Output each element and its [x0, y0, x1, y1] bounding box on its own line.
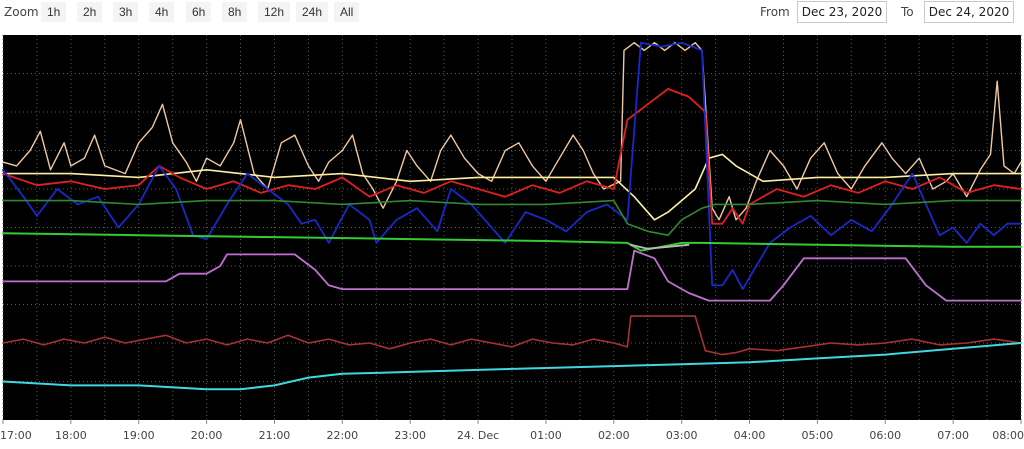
x-tick-label: 24. Dec	[457, 429, 499, 442]
zoom-24h-button[interactable]: 24h	[296, 2, 329, 22]
x-tick-label: 03:00	[666, 429, 698, 442]
x-tick-label: 05:00	[802, 429, 834, 442]
x-tick-label: 04:00	[734, 429, 766, 442]
series-line-6[interactable]	[629, 243, 690, 250]
zoom-label: Zoom	[4, 5, 39, 19]
x-axis: 17:00 18:00 19:00 20:00 21:00 22:00 23:00 24. D…	[0, 420, 1024, 442]
x-tick-label: 01:00	[530, 429, 562, 442]
zoom-all-button[interactable]: All	[334, 2, 360, 22]
zoom-1h-button[interactable]: 1h	[41, 2, 67, 22]
zoom-12h-button[interactable]: 12h	[258, 2, 291, 22]
x-tick-label: 19:00	[123, 429, 155, 442]
series-group	[2, 41, 1022, 391]
zoom-8h-button[interactable]: 8h	[222, 2, 248, 22]
zoom-3h-button[interactable]: 3h	[113, 2, 139, 22]
x-tick-label: 17:00	[0, 429, 32, 442]
zoom-6h-button[interactable]: 6h	[186, 2, 212, 22]
from-date-input[interactable]	[797, 1, 887, 23]
x-tick-label: 21:00	[259, 429, 291, 442]
x-tick-label: 22:00	[326, 429, 358, 442]
x-tick-label: 18:00	[55, 429, 87, 442]
x-tick-label: 23:00	[394, 429, 426, 442]
chart-toolbar: Zoom 1h 2h 3h 4h 6h 8h 12h 24h All From …	[0, 0, 1024, 30]
series-line-3[interactable]	[2, 41, 1022, 291]
series-line-2[interactable]	[2, 88, 1022, 225]
series-line-5[interactable]	[2, 232, 1022, 252]
x-tick-label: 02:00	[598, 429, 630, 442]
series-line-4[interactable]	[2, 199, 1022, 236]
series-line-9[interactable]	[2, 342, 1022, 391]
series-line-8[interactable]	[2, 315, 1022, 356]
x-tick-label: 07:00	[937, 429, 969, 442]
grid	[2, 35, 1022, 420]
zoom-4h-button[interactable]: 4h	[149, 2, 175, 22]
x-tick-label: 20:00	[191, 429, 223, 442]
series-line-1[interactable]	[2, 153, 1022, 221]
zoom-2h-button[interactable]: 2h	[77, 2, 103, 22]
from-label: From	[760, 5, 790, 19]
to-date-input[interactable]	[924, 1, 1014, 23]
x-tick-label: 06:00	[869, 429, 901, 442]
series-line-7[interactable]	[2, 249, 1022, 302]
x-tick-label: 08:00	[992, 429, 1024, 442]
to-label: To	[901, 5, 914, 19]
series-line-0[interactable]	[2, 42, 1022, 221]
